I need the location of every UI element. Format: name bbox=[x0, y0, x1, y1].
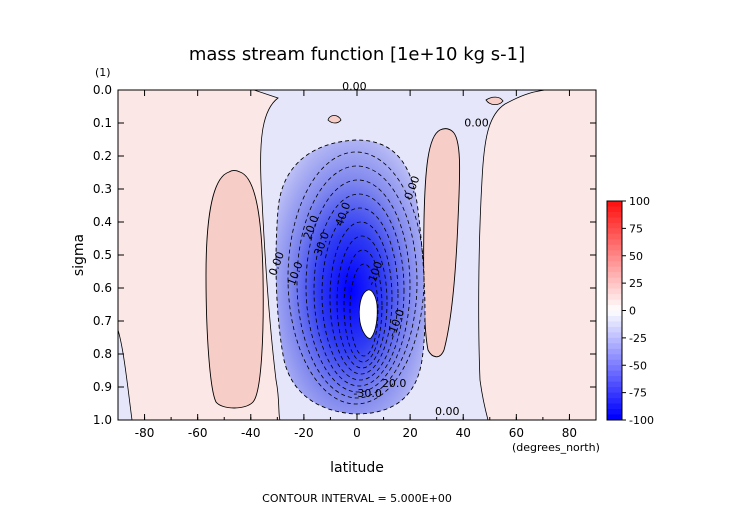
colorbar-segment bbox=[607, 277, 622, 284]
colorbar-segment bbox=[607, 228, 622, 235]
colorbar-segment bbox=[607, 321, 622, 328]
colorbar-tick-label: 100 bbox=[629, 195, 650, 208]
colorbar-segment bbox=[607, 337, 622, 344]
colorbar-segment bbox=[607, 206, 622, 213]
x-tick-label: -20 bbox=[294, 426, 314, 440]
positive-cell-right bbox=[423, 128, 461, 358]
negative-inner-contours bbox=[287, 151, 425, 405]
colorbar-segment bbox=[607, 233, 622, 240]
colorbar-tick-label: 25 bbox=[629, 277, 643, 290]
colorbar-segment bbox=[607, 222, 622, 229]
colorbar-segment bbox=[607, 310, 622, 317]
colorbar-segment bbox=[607, 381, 622, 388]
positive-cell-left bbox=[205, 170, 264, 409]
top-contour-fragment-right bbox=[485, 96, 504, 106]
chart-title: mass stream function [1e+10 kg s-1] bbox=[189, 44, 525, 65]
colorbar-segment bbox=[607, 348, 622, 355]
colorbar-tick-label: -100 bbox=[629, 414, 654, 427]
negative-cell bbox=[275, 139, 426, 415]
colorbar-segment bbox=[607, 326, 622, 333]
y-tick-label: 0.3 bbox=[93, 182, 112, 196]
colorbar-segment bbox=[607, 261, 622, 268]
y-tick-label: 0.9 bbox=[93, 380, 112, 394]
x-units-label: (degrees_north) bbox=[512, 441, 600, 454]
y-tick-label: 0.8 bbox=[93, 347, 112, 361]
y-tick-label: 0.5 bbox=[93, 248, 112, 262]
x-tick-label: 0 bbox=[353, 426, 361, 440]
colorbar-segment bbox=[607, 266, 622, 273]
contour-label: -30.0 bbox=[353, 387, 381, 400]
y-tick-label: 1.0 bbox=[93, 413, 112, 427]
negative-core bbox=[358, 289, 378, 339]
colorbar-segment bbox=[607, 403, 622, 410]
y-tick-label: 0.6 bbox=[93, 281, 112, 295]
colorbar-tick-label: -25 bbox=[629, 332, 647, 345]
colorbar-segment bbox=[607, 392, 622, 399]
colorbar-tick-label: 0 bbox=[629, 305, 636, 318]
colorbar-segment bbox=[607, 217, 622, 224]
contour-interval-footer: CONTOUR INTERVAL = 5.000E+00 bbox=[262, 492, 452, 505]
colorbar-segment bbox=[607, 288, 622, 295]
colorbar-segment bbox=[607, 239, 622, 246]
x-axis: -80 -60 -40 -20 0 20 40 60 80 bbox=[117, 90, 597, 440]
y-tick-label: 0.2 bbox=[93, 149, 112, 163]
colorbar-tick-label: 75 bbox=[629, 222, 643, 235]
colorbar-tick-label: 50 bbox=[629, 250, 643, 263]
colorbar-segment bbox=[607, 359, 622, 366]
top-contour-fragment bbox=[327, 115, 342, 124]
colorbar: 100 75 50 25 0 -25 -50 -75 -100 bbox=[606, 195, 654, 427]
colorbar-tick-label: -50 bbox=[629, 359, 647, 372]
x-tick-label: 20 bbox=[402, 426, 417, 440]
x-axis-label: latitude bbox=[330, 460, 384, 476]
colorbar-segment bbox=[607, 387, 622, 394]
x-tick-label: 40 bbox=[456, 426, 471, 440]
y-tick-label: 0.1 bbox=[93, 116, 112, 130]
colorbar-segment bbox=[607, 354, 622, 361]
y-units-label: (1) bbox=[95, 66, 111, 79]
contour-label: 0.00 bbox=[435, 405, 460, 418]
contour-label: 0.00 bbox=[464, 116, 489, 129]
colorbar-segment bbox=[607, 283, 622, 290]
colorbar-segment bbox=[607, 250, 622, 257]
colorbar-segment bbox=[607, 272, 622, 279]
colorbar-segment bbox=[607, 255, 622, 262]
x-tick-label: -40 bbox=[241, 426, 261, 440]
colorbar-segment bbox=[607, 376, 622, 383]
y-tick-label: 0.4 bbox=[93, 215, 112, 229]
colorbar-segment bbox=[607, 409, 622, 416]
colorbar-segment bbox=[607, 201, 622, 207]
contour-label: 20.0 bbox=[382, 377, 407, 390]
x-tick-label: -80 bbox=[135, 426, 155, 440]
colorbar-segment bbox=[607, 305, 622, 311]
colorbar-segment bbox=[607, 315, 622, 322]
y-tick-label: 0.7 bbox=[93, 314, 112, 328]
contour-label: 0.00 bbox=[342, 80, 367, 93]
colorbar-segment bbox=[607, 211, 622, 218]
x-tick-label: 60 bbox=[509, 426, 524, 440]
y-axis: 0.0 0.1 0.2 0.3 0.4 0.5 0.6 0.7 0.8 0.9 1.0 bbox=[93, 83, 596, 427]
x-tick-label: -60 bbox=[188, 426, 208, 440]
y-tick-label: 0.0 bbox=[93, 83, 112, 97]
colorbar-segment bbox=[607, 365, 622, 372]
colorbar-segment bbox=[607, 299, 622, 306]
colorbar-segment bbox=[607, 294, 622, 301]
colorbar-segment bbox=[607, 332, 622, 339]
colorbar-segment bbox=[607, 244, 622, 251]
colorbar-segment bbox=[607, 398, 622, 405]
y-axis-label: sigma bbox=[71, 234, 87, 276]
colorbar-tick-label: -75 bbox=[629, 387, 647, 400]
colorbar-segment bbox=[607, 370, 622, 377]
colorbar-segment bbox=[607, 343, 622, 350]
x-tick-label: 80 bbox=[562, 426, 577, 440]
contour-field bbox=[118, 90, 596, 420]
colorbar-segment bbox=[607, 414, 622, 421]
